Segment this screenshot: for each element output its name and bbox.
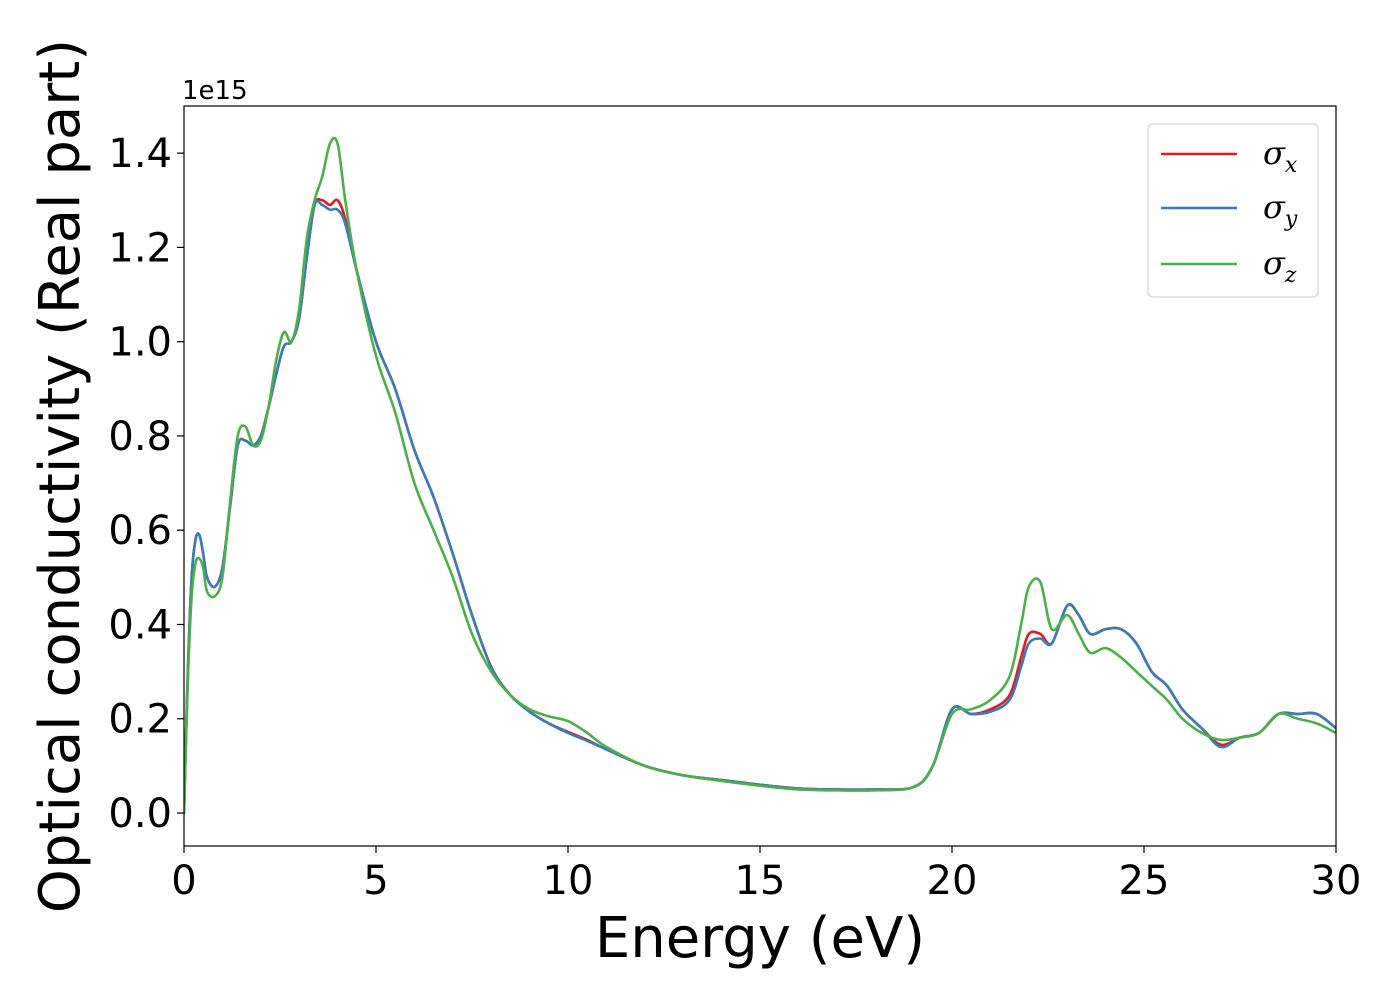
x-tick-label: 30	[1311, 858, 1362, 904]
series-line-z	[184, 136, 1336, 815]
y-tick-label: 1.0	[108, 320, 172, 366]
y-tick-label: 1.4	[108, 131, 172, 177]
y-tick-label: 0.2	[108, 697, 172, 743]
legend-label-x: σx	[1263, 134, 1298, 178]
x-tick-label: 10	[543, 858, 594, 904]
y-tick-label: 0.4	[108, 602, 172, 648]
x-tick-label: 25	[1119, 858, 1170, 904]
x-tick-label: 0	[171, 858, 196, 904]
y-axis-label: Optical conductivity (Real part)	[28, 39, 93, 913]
legend-label-z: σz	[1263, 244, 1297, 288]
x-tick-label: 15	[735, 858, 786, 904]
y-axis-ticks: 0.0 0.2 0.4 0.6 0.8 1.0 1.2 1.4	[108, 131, 184, 837]
y-tick-label: 0.6	[108, 508, 172, 554]
y-tick-label: 0.8	[108, 414, 172, 460]
y-tick-label: 1.2	[108, 225, 172, 271]
legend: σx σy σz	[1147, 123, 1319, 298]
x-tick-label: 5	[363, 858, 388, 904]
x-axis-ticks: 0 5 10 15 20 25 30	[171, 846, 1361, 904]
y-offset-label: 1e15	[182, 76, 248, 106]
x-tick-label: 20	[927, 858, 978, 904]
legend-label-y: σy	[1263, 188, 1298, 232]
legend-frame	[1147, 123, 1319, 298]
series-line-y	[184, 199, 1336, 815]
series-layer	[184, 136, 1336, 815]
y-tick-label: 0.0	[108, 791, 172, 837]
x-axis-label: Energy (eV)	[595, 906, 925, 971]
